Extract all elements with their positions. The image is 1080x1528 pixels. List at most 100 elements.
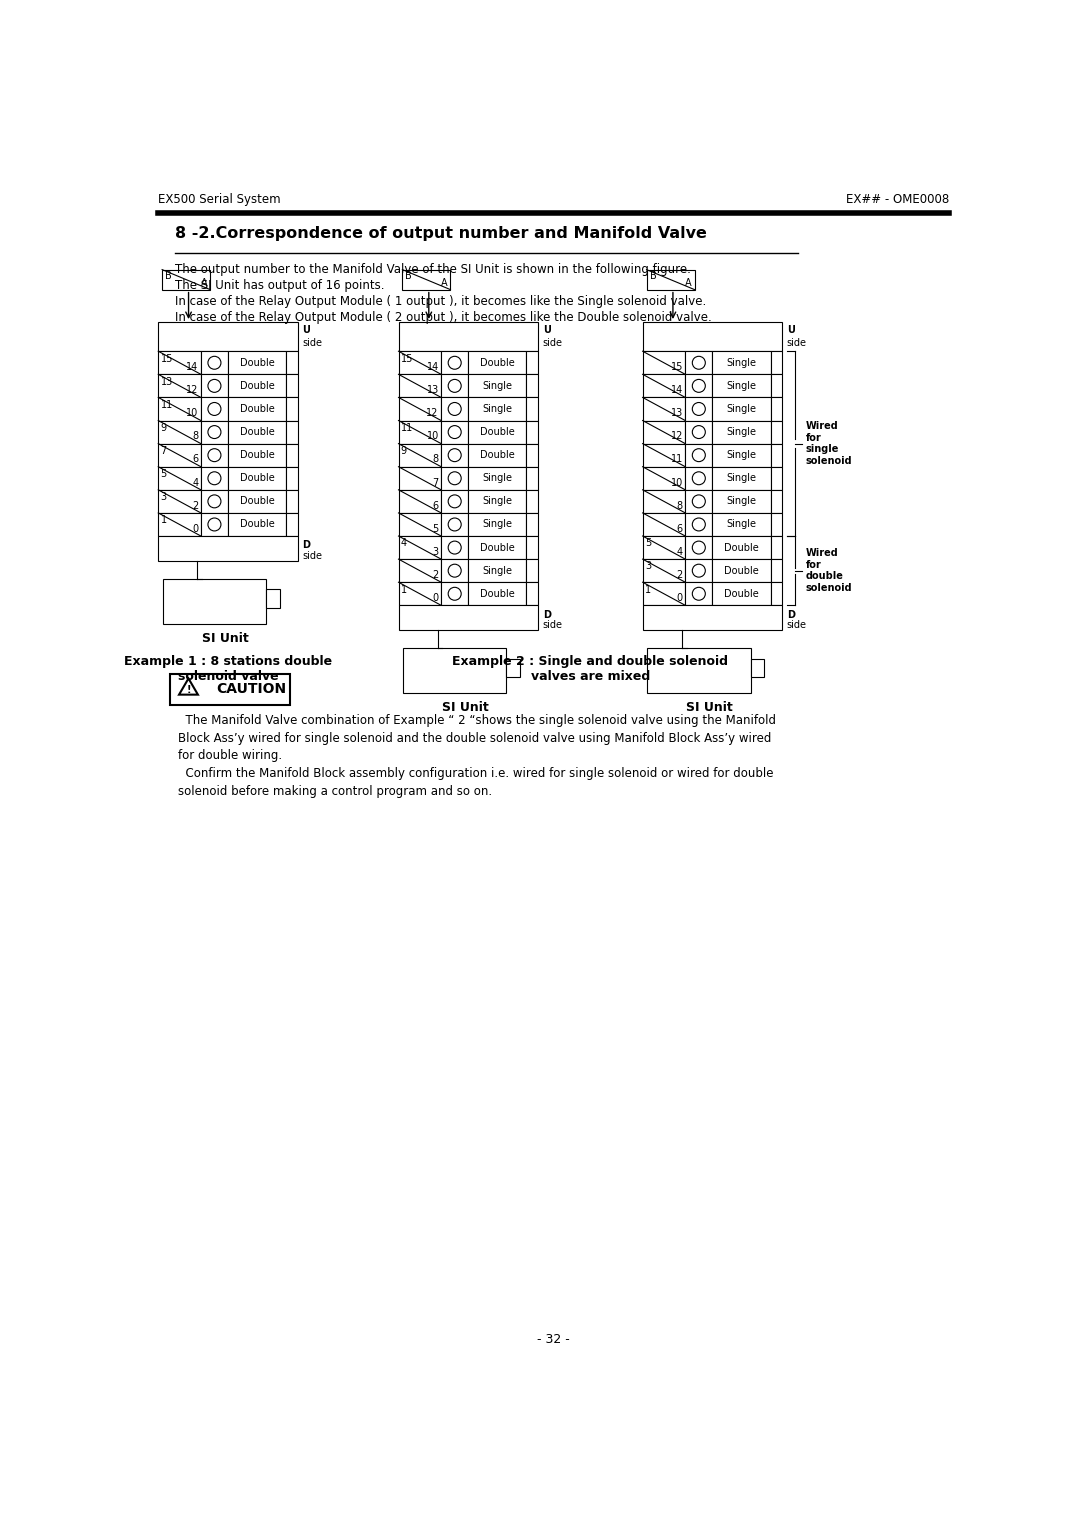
Text: B: B bbox=[165, 270, 172, 281]
Bar bbox=[647, 269, 694, 290]
Bar bbox=[643, 513, 685, 536]
Bar bbox=[526, 513, 538, 536]
Text: 12: 12 bbox=[427, 408, 438, 419]
Bar bbox=[526, 536, 538, 559]
Text: Single: Single bbox=[483, 403, 512, 414]
Bar bbox=[713, 582, 770, 605]
Bar bbox=[201, 374, 228, 397]
Text: Single: Single bbox=[483, 520, 512, 530]
Text: 6: 6 bbox=[677, 524, 683, 533]
Bar bbox=[643, 582, 685, 605]
Bar bbox=[713, 536, 770, 559]
Text: 14: 14 bbox=[671, 385, 683, 396]
Text: SI Unit: SI Unit bbox=[686, 701, 733, 714]
Bar bbox=[713, 559, 770, 582]
Text: 7: 7 bbox=[433, 478, 438, 487]
Bar bbox=[441, 582, 469, 605]
Text: The SI Unit has output of 16 points.: The SI Unit has output of 16 points. bbox=[175, 278, 384, 292]
Bar bbox=[685, 559, 713, 582]
Bar bbox=[286, 420, 298, 443]
Bar bbox=[399, 443, 441, 466]
Text: 1: 1 bbox=[645, 585, 651, 594]
Bar bbox=[469, 443, 526, 466]
Text: Double: Double bbox=[240, 358, 274, 368]
Text: 3: 3 bbox=[161, 492, 166, 503]
Text: 0: 0 bbox=[192, 524, 199, 533]
Text: Double: Double bbox=[240, 520, 274, 530]
Bar bbox=[643, 351, 685, 374]
Text: Wired
for
double
solenoid: Wired for double solenoid bbox=[806, 549, 852, 593]
Text: 13: 13 bbox=[161, 376, 173, 387]
Text: B: B bbox=[649, 270, 657, 281]
Bar bbox=[469, 466, 526, 490]
Text: 11: 11 bbox=[671, 454, 683, 465]
Text: A: A bbox=[441, 278, 447, 289]
Bar bbox=[159, 443, 201, 466]
Bar bbox=[266, 590, 280, 608]
Text: side: side bbox=[302, 552, 323, 561]
Text: Double: Double bbox=[480, 451, 515, 460]
Text: The output number to the Manifold Valve of the SI Unit is shown in the following: The output number to the Manifold Valve … bbox=[175, 263, 691, 275]
Text: Double: Double bbox=[480, 588, 515, 599]
Text: 8: 8 bbox=[433, 454, 438, 465]
Text: Double: Double bbox=[240, 403, 274, 414]
Text: Double: Double bbox=[480, 542, 515, 553]
Bar bbox=[286, 490, 298, 513]
Bar bbox=[201, 397, 228, 420]
Bar bbox=[286, 351, 298, 374]
Bar bbox=[751, 659, 765, 677]
Text: EX500 Serial System: EX500 Serial System bbox=[159, 194, 281, 206]
Bar bbox=[469, 374, 526, 397]
Text: Double: Double bbox=[240, 380, 274, 391]
Text: U: U bbox=[542, 325, 551, 335]
Text: 15: 15 bbox=[401, 353, 414, 364]
Text: Single: Single bbox=[727, 426, 756, 437]
Text: 3: 3 bbox=[433, 547, 438, 556]
Text: In case of the Relay Output Module ( 1 output ), it becomes like the Single sole: In case of the Relay Output Module ( 1 o… bbox=[175, 295, 706, 309]
Bar bbox=[770, 490, 782, 513]
Bar bbox=[399, 397, 441, 420]
Bar bbox=[441, 374, 469, 397]
Text: EX## - OME0008: EX## - OME0008 bbox=[846, 194, 948, 206]
Text: 14: 14 bbox=[187, 362, 199, 371]
Bar bbox=[159, 397, 201, 420]
Text: SI Unit: SI Unit bbox=[202, 631, 248, 645]
Text: U: U bbox=[302, 325, 310, 335]
Text: Double: Double bbox=[240, 426, 274, 437]
Bar bbox=[713, 397, 770, 420]
Bar bbox=[713, 466, 770, 490]
Bar bbox=[526, 559, 538, 582]
Text: 6: 6 bbox=[192, 454, 199, 465]
Bar bbox=[685, 490, 713, 513]
Text: solenoid before making a control program and so on.: solenoid before making a control program… bbox=[177, 785, 491, 798]
Text: Double: Double bbox=[724, 588, 759, 599]
Bar bbox=[399, 490, 441, 513]
Bar bbox=[201, 466, 228, 490]
Bar bbox=[441, 536, 469, 559]
Text: Single: Single bbox=[727, 497, 756, 506]
Bar bbox=[713, 490, 770, 513]
Text: Block Ass’y wired for single solenoid and the double solenoid valve using Manifo: Block Ass’y wired for single solenoid an… bbox=[177, 732, 771, 744]
Bar bbox=[201, 490, 228, 513]
Text: U: U bbox=[786, 325, 795, 335]
Bar bbox=[713, 374, 770, 397]
Text: !: ! bbox=[186, 685, 191, 695]
Bar bbox=[201, 420, 228, 443]
Bar bbox=[399, 605, 538, 630]
Bar bbox=[170, 674, 291, 704]
Bar bbox=[228, 351, 286, 374]
Text: Confirm the Manifold Block assembly configuration i.e. wired for single solenoid: Confirm the Manifold Block assembly conf… bbox=[177, 767, 773, 779]
Bar bbox=[399, 513, 441, 536]
Text: 4: 4 bbox=[677, 547, 683, 556]
Bar bbox=[469, 582, 526, 605]
Bar bbox=[469, 513, 526, 536]
Text: Wired
for
single
solenoid: Wired for single solenoid bbox=[806, 422, 852, 466]
Text: Double: Double bbox=[724, 565, 759, 576]
Bar bbox=[399, 582, 441, 605]
Bar bbox=[286, 443, 298, 466]
Bar bbox=[469, 559, 526, 582]
Text: In case of the Relay Output Module ( 2 output ), it becomes like the Double sole: In case of the Relay Output Module ( 2 o… bbox=[175, 312, 712, 324]
Text: 11: 11 bbox=[401, 423, 413, 432]
Bar bbox=[685, 582, 713, 605]
Bar bbox=[507, 659, 521, 677]
